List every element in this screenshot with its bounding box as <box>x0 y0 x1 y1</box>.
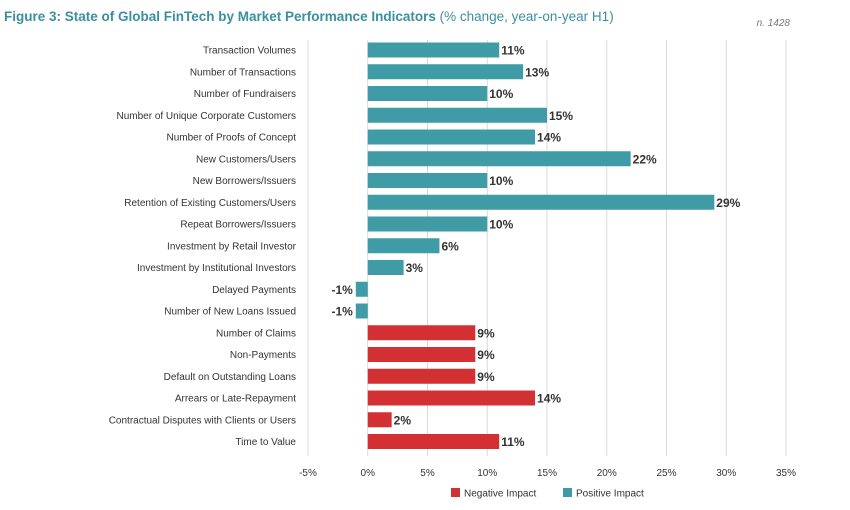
bar <box>367 86 488 101</box>
category-label: Number of Fundraisers <box>194 89 296 100</box>
chart-title-main: Figure 3: State of Global FinTech by Mar… <box>4 9 436 24</box>
bar <box>367 368 476 384</box>
category-label: Investment by Institutional Investors <box>137 263 296 274</box>
chart-title-sub: (% change, year-on-year H1) <box>439 9 614 24</box>
category-label: Number of Proofs of Concept <box>166 133 296 144</box>
bar <box>367 325 476 341</box>
data-label: 13% <box>525 65 549 79</box>
data-label: 29% <box>716 196 740 210</box>
bar <box>367 238 440 254</box>
category-label: New Borrowers/Issuers <box>193 176 296 187</box>
x-tick-label: 10% <box>477 468 497 479</box>
category-label: Delayed Payments <box>212 285 296 296</box>
x-tick-label: 0% <box>361 468 376 479</box>
category-label: Repeat Borrowers/Issuers <box>180 220 296 231</box>
category-label: Transaction Volumes <box>203 46 296 57</box>
data-label: 11% <box>501 435 525 449</box>
data-label: 10% <box>489 174 513 188</box>
x-tick-label: 35% <box>776 468 796 479</box>
bar <box>367 129 536 145</box>
bar <box>367 216 488 232</box>
bar <box>367 260 404 275</box>
data-label: 2% <box>394 413 412 427</box>
category-label: Default on Outstanding Loans <box>164 372 296 383</box>
data-label: 15% <box>549 109 573 123</box>
category-label: Retention of Existing Customers/Users <box>124 198 296 209</box>
data-label: 14% <box>537 131 561 145</box>
category-label: Investment by Retail Investor <box>167 241 297 252</box>
bar <box>367 107 547 123</box>
chart-title: Figure 3: State of Global FinTech by Mar… <box>4 8 614 26</box>
category-label: Arrears or Late-Repayment <box>175 394 296 405</box>
legend-swatch-positive <box>563 488 572 497</box>
data-label: 22% <box>633 152 657 166</box>
bar <box>367 390 536 406</box>
legend-swatch-negative <box>451 488 460 497</box>
category-label: Number of Claims <box>216 328 296 339</box>
category-label: Number of Transactions <box>190 67 296 78</box>
bar <box>367 347 476 362</box>
x-tick-label: 30% <box>716 468 736 479</box>
bar <box>355 303 368 319</box>
legend-label-positive: Positive Impact <box>576 489 644 500</box>
bar <box>367 194 715 210</box>
data-label: 9% <box>477 348 495 362</box>
data-label: -1% <box>331 305 353 319</box>
x-tick-label: 20% <box>597 468 617 479</box>
bar <box>367 434 500 449</box>
sample-size-note: n. 1428 <box>756 18 790 29</box>
x-tick-label: 25% <box>656 468 676 479</box>
bar <box>367 151 631 167</box>
data-label: 9% <box>477 326 495 340</box>
data-label: 9% <box>477 370 495 384</box>
category-label: Number of Unique Corporate Customers <box>116 111 296 122</box>
x-tick-label: 15% <box>537 468 557 479</box>
bar <box>367 64 524 80</box>
category-label: New Customers/Users <box>196 154 296 165</box>
bar <box>367 412 392 428</box>
data-label: 10% <box>489 218 513 232</box>
legend-label-negative: Negative Impact <box>464 489 536 500</box>
data-label: 3% <box>406 261 424 275</box>
bar <box>367 42 500 58</box>
data-label: 6% <box>441 239 459 253</box>
data-label: 10% <box>489 87 513 101</box>
bar <box>355 281 368 297</box>
x-tick-label: -5% <box>299 468 317 479</box>
x-tick-label: 5% <box>420 468 435 479</box>
category-label: Non-Payments <box>230 350 296 361</box>
category-label: Time to Value <box>235 437 296 448</box>
category-label: Number of New Loans Issued <box>164 307 296 318</box>
data-label: 11% <box>501 44 525 58</box>
bar <box>367 173 488 188</box>
data-label: 14% <box>537 392 561 406</box>
data-label: -1% <box>331 283 353 297</box>
category-label: Contractual Disputes with Clients or Use… <box>109 415 296 426</box>
